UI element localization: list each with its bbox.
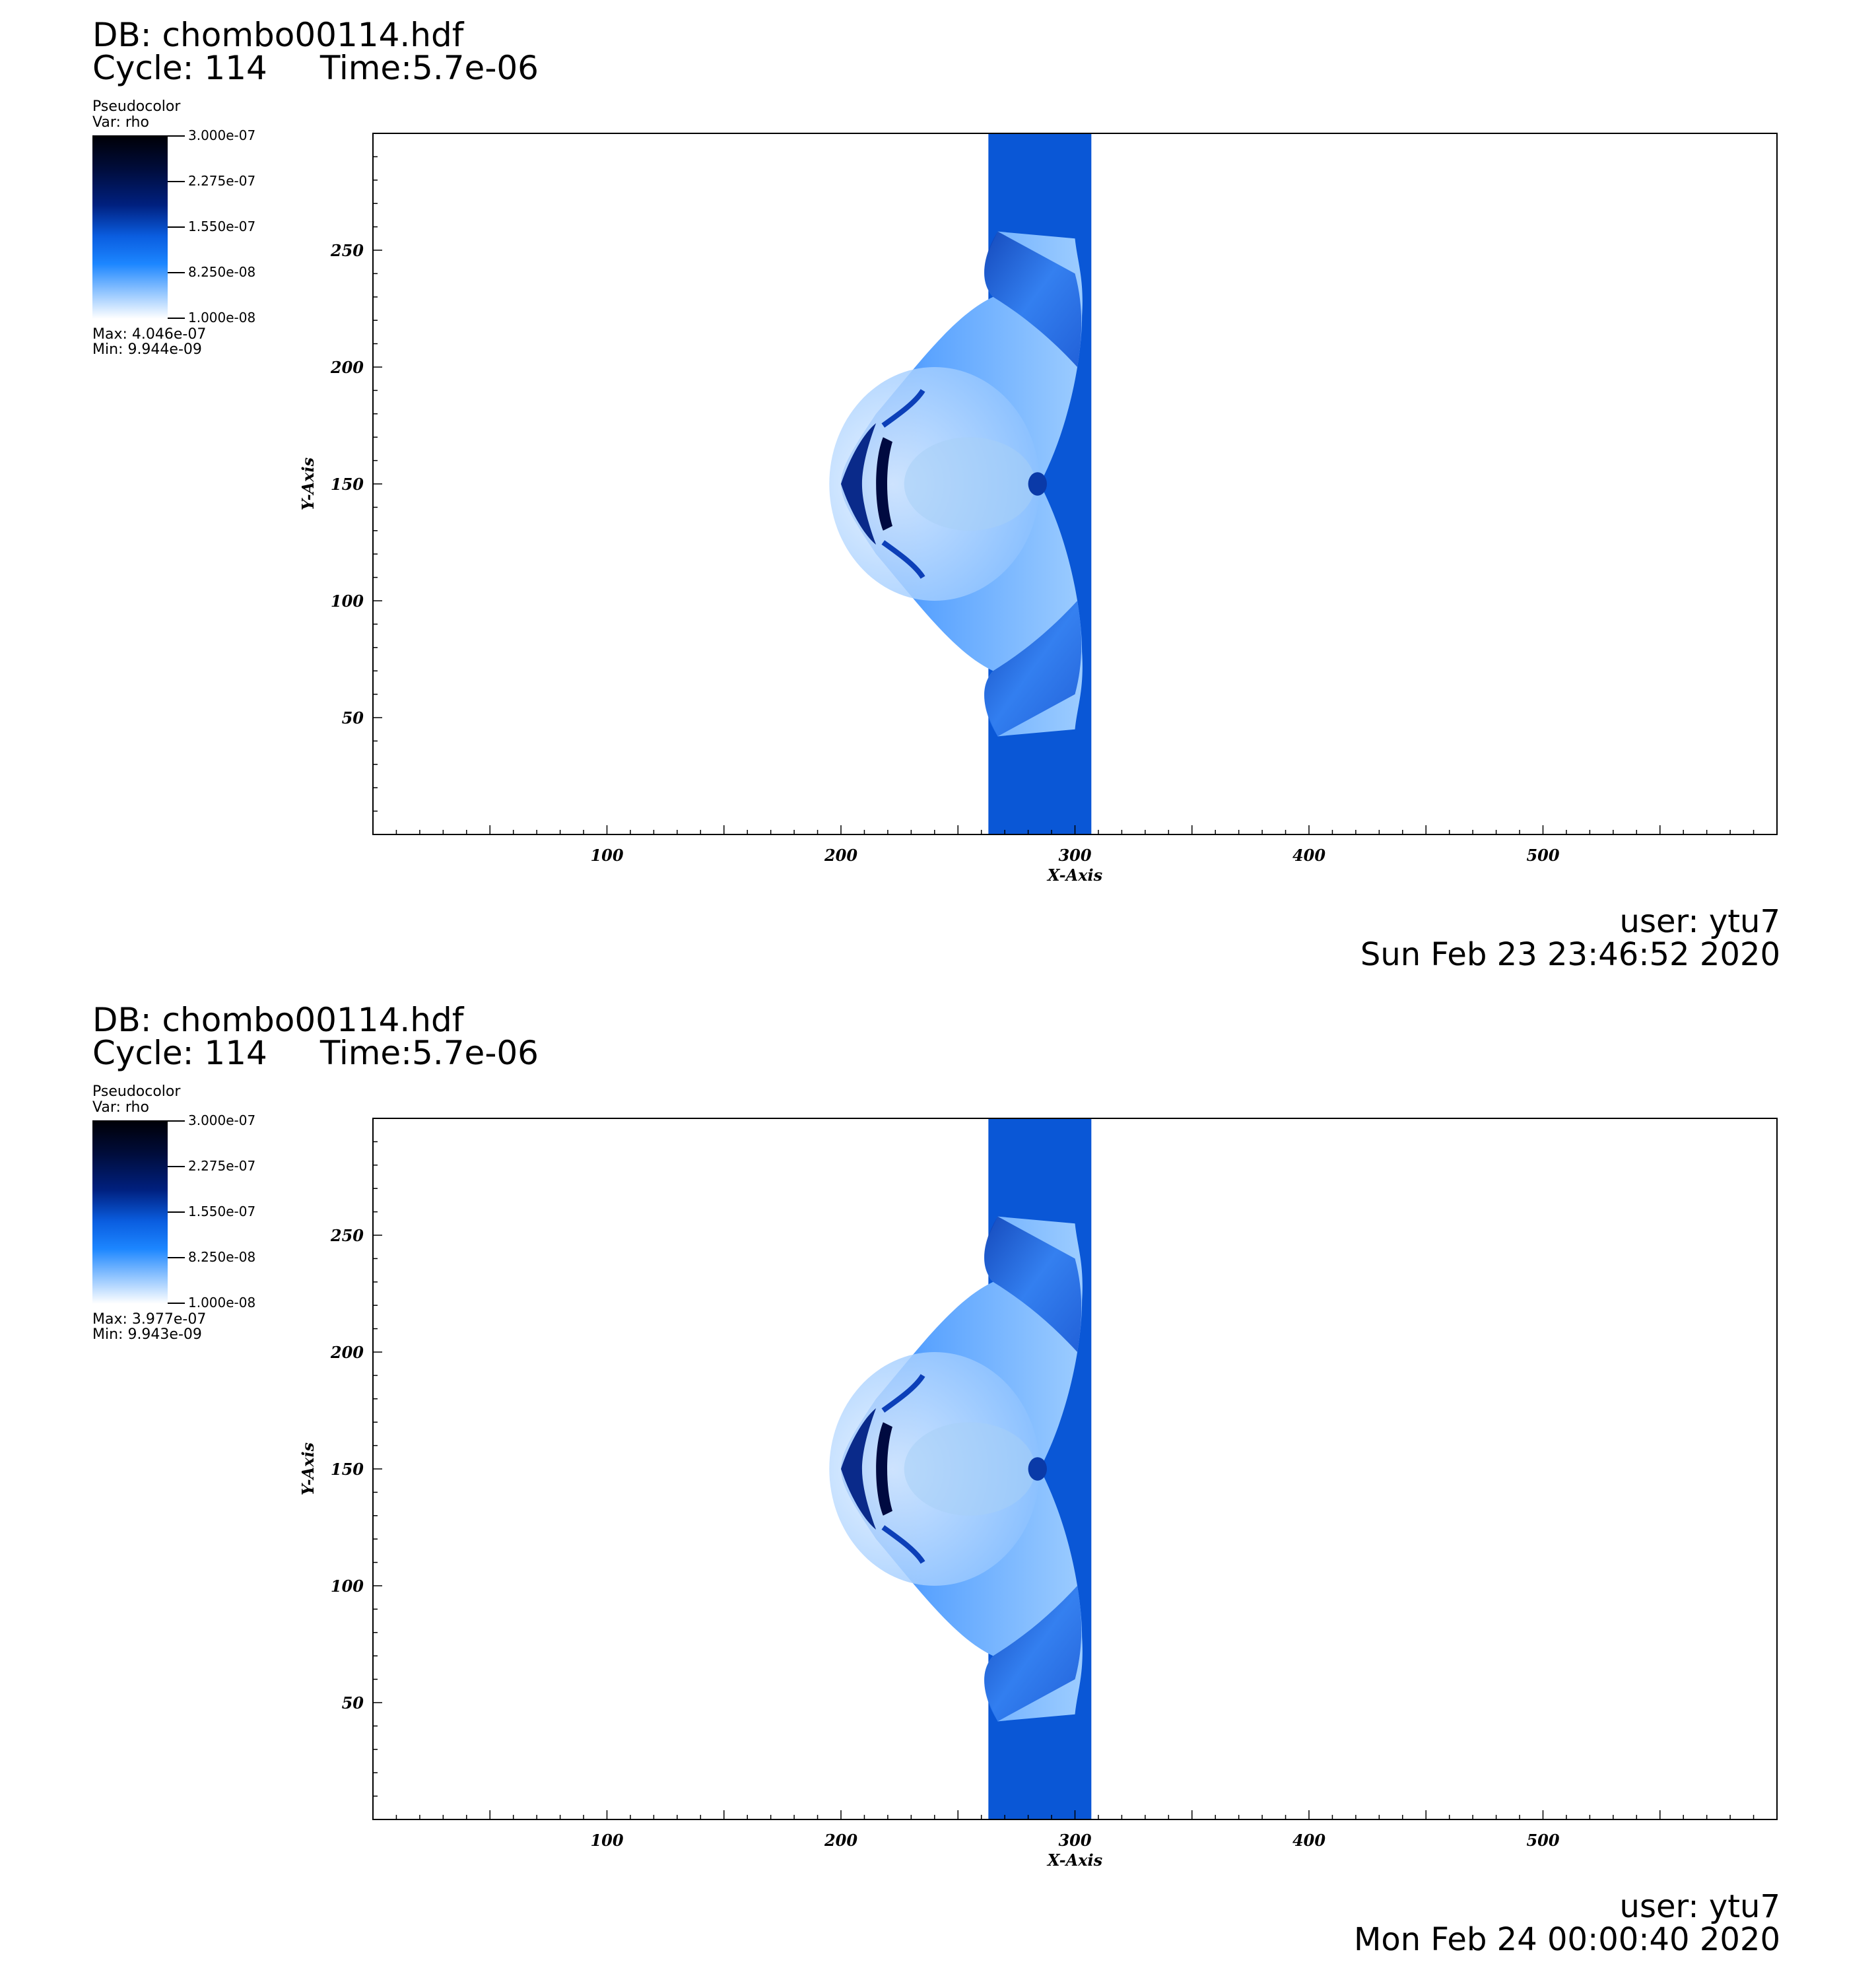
cycle-time-line: Cycle: 114 Time:5.7e-06: [92, 51, 539, 85]
colorbar: [92, 1120, 168, 1304]
upper-filament: [881, 1374, 925, 1413]
colorbar-tick-label: 3.000e-07: [188, 1112, 256, 1128]
colorbar-tick-mark: [168, 1166, 185, 1167]
y-tick-label: 200: [330, 358, 364, 377]
colorbar-tick-label: 3.000e-07: [188, 127, 256, 143]
max-value: Max: 3.977e-07: [92, 1311, 207, 1328]
x-axis-title: X-Axis: [1046, 866, 1103, 885]
pseudocolor-plot: 100 200 300 400 500 50 100 150 200 250 X-Axis Y-Axi…: [298, 1118, 1778, 1870]
date-label: Sun Feb 23 23:46:52 2020: [1360, 936, 1780, 973]
user-label: user: ytu7: [1619, 903, 1780, 940]
min-value: Min: 9.943e-09: [92, 1326, 202, 1343]
dense-ridge: [876, 437, 892, 531]
colorbar-tick-mark: [168, 1211, 185, 1213]
x-tick-label: 300: [1058, 1831, 1091, 1850]
y-axis-title: Y-Axis: [298, 457, 318, 510]
database-title: DB: chombo00114.hdf: [92, 16, 464, 54]
shock-front: [841, 1408, 877, 1530]
y-tick-label: 200: [330, 1343, 364, 1362]
density-knot: [1028, 1457, 1047, 1481]
colorbar-tick-label: 2.275e-07: [188, 173, 256, 189]
colorbar-tick-label: 1.000e-08: [188, 1295, 256, 1310]
y-tick-label: 150: [331, 475, 364, 494]
colorbar-tick-mark: [168, 272, 185, 273]
x-tick-label: 500: [1526, 1831, 1559, 1850]
pseudocolor-plot: 100 200 300 400 500 50 100 150 200 250 X-Axis Y-Axi…: [298, 133, 1778, 885]
lower-filament: [881, 1525, 925, 1564]
x-tick-label: 100: [590, 1831, 623, 1850]
data-extents: Max: 4.046e-07 Min: 9.944e-09: [92, 327, 206, 357]
density-field: [829, 1118, 1092, 1819]
y-tick-label: 100: [331, 1577, 364, 1596]
colorbar-tick-label: 8.250e-08: [188, 1249, 256, 1265]
central-bubble: [904, 1422, 1036, 1516]
y-tick-label: 150: [331, 1460, 364, 1479]
min-value: Min: 9.944e-09: [92, 341, 202, 358]
y-tick-label: 250: [330, 1226, 364, 1245]
date-label: Mon Feb 24 00:00:40 2020: [1353, 1921, 1780, 1958]
density-field: [829, 133, 1092, 834]
time-label: Time:5.7e-06: [319, 1034, 539, 1072]
y-tick-label: 50: [342, 1693, 364, 1713]
dense-ridge: [876, 1422, 892, 1516]
legend-header: Pseudocolor Var: rho: [92, 99, 180, 131]
x-tick-label: 400: [1292, 1831, 1325, 1850]
cycle-label: Cycle: 114: [92, 1034, 267, 1072]
max-value: Max: 4.046e-07: [92, 326, 207, 343]
colorbar-tick-mark: [168, 1120, 185, 1122]
shock-front: [841, 423, 877, 545]
x-axis-title: X-Axis: [1046, 1851, 1103, 1870]
x-tick-label: 200: [824, 1831, 857, 1850]
cycle-time-line: Cycle: 114 Time:5.7e-06: [92, 1036, 539, 1070]
y-tick-label: 100: [331, 592, 364, 611]
axis-ticks: [373, 156, 1755, 834]
y-axis-title: Y-Axis: [298, 1442, 318, 1495]
user-label: user: ytu7: [1619, 1888, 1780, 1925]
database-title: DB: chombo00114.hdf: [92, 1001, 464, 1039]
colorbar-tick-mark: [168, 226, 185, 228]
colorbar-tick-mark: [168, 318, 185, 319]
colorbar-tick-label: 1.000e-08: [188, 310, 256, 325]
x-tick-label: 500: [1526, 846, 1559, 865]
colorbar-tick-mark: [168, 135, 185, 137]
legend-variable: Var: rho: [92, 114, 149, 131]
colorbar-tick-mark: [168, 181, 185, 182]
x-tick-label: 300: [1058, 846, 1091, 865]
legend-variable: Var: rho: [92, 1099, 149, 1116]
plot-panel-1: DB: chombo00114.hdf Cycle: 114 Time:5.7e-…: [92, 16, 1780, 973]
legend-plot-type: Pseudocolor: [92, 1083, 181, 1100]
lower-lobe: [984, 601, 1082, 737]
data-extents: Max: 3.977e-07 Min: 9.943e-09: [92, 1312, 206, 1342]
x-tick-label: 200: [824, 846, 857, 865]
colorbar-tick-label: 1.550e-07: [188, 1204, 256, 1219]
x-tick-label: 400: [1292, 846, 1325, 865]
colorbar-tick-mark: [168, 1257, 185, 1258]
legend-header: Pseudocolor Var: rho: [92, 1084, 180, 1116]
central-bubble: [904, 437, 1036, 531]
upper-lobe: [984, 231, 1082, 367]
cycle-label: Cycle: 114: [92, 49, 267, 87]
colorbar-tick-mark: [168, 1303, 185, 1304]
axis-ticks: [373, 1141, 1755, 1819]
legend-plot-type: Pseudocolor: [92, 98, 181, 115]
lower-lobe: [984, 1586, 1082, 1722]
upper-lobe: [984, 1216, 1082, 1352]
colorbar: [92, 135, 168, 319]
colorbar-tick-label: 2.275e-07: [188, 1158, 256, 1174]
y-tick-label: 50: [342, 708, 364, 728]
x-tick-label: 100: [590, 846, 623, 865]
lower-filament: [881, 540, 925, 579]
density-knot: [1028, 472, 1047, 496]
colorbar-tick-label: 1.550e-07: [188, 219, 256, 234]
y-tick-label: 250: [330, 241, 364, 260]
plot-panel-2: DB: chombo00114.hdf Cycle: 114 Time:5.7e-…: [0, 985, 1876, 1970]
time-label: Time:5.7e-06: [319, 49, 539, 87]
upper-filament: [881, 389, 925, 428]
colorbar-tick-label: 8.250e-08: [188, 264, 256, 280]
